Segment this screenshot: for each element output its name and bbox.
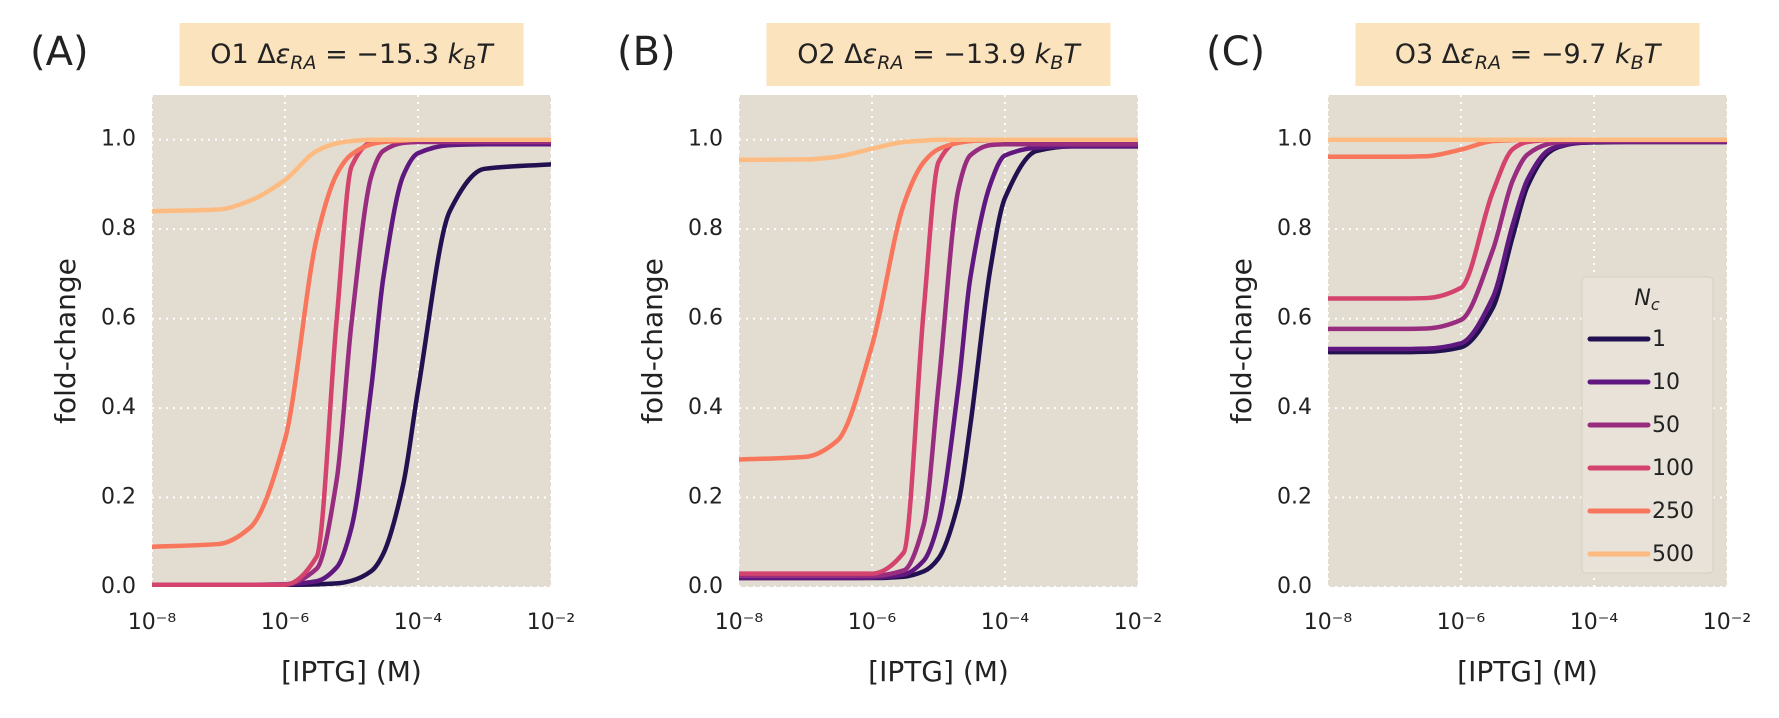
title-part: B	[1631, 52, 1644, 74]
x-tick-label: 10⁻⁴	[394, 610, 443, 635]
plot-area	[739, 95, 1138, 587]
y-tick-label: 0.2	[101, 485, 136, 510]
legend-label: 10	[1652, 370, 1680, 395]
y-tick-label: 0.2	[1277, 485, 1312, 510]
y-axis-label: fold-change	[49, 258, 82, 424]
title-part: ε	[863, 39, 878, 70]
y-axis-label: fold-change	[636, 258, 669, 424]
x-tick-label: 10⁻⁴	[981, 610, 1030, 635]
title-part: O3 Δ	[1395, 39, 1461, 70]
legend-label: 100	[1652, 456, 1694, 481]
title-part: ε	[1460, 39, 1475, 70]
x-axis-label: [IPTG] (M)	[281, 655, 422, 688]
title-part: = −15.3	[316, 39, 447, 70]
lines	[739, 137, 1138, 581]
lines	[1328, 137, 1727, 355]
legend-label: 1	[1652, 327, 1666, 352]
x-axis-label: [IPTG] (M)	[868, 655, 1009, 688]
x-tick-label: 10⁻²	[1703, 610, 1751, 635]
y-tick-label: 1.0	[688, 127, 723, 152]
legend-title-part: c	[1651, 295, 1660, 314]
title-part: RA	[290, 52, 316, 74]
panel-label: (C)	[1206, 29, 1265, 75]
x-tick-label: 10⁻⁶	[1437, 610, 1486, 635]
title-part: RA	[1475, 52, 1501, 74]
y-tick-label: 0.0	[1277, 574, 1312, 599]
title-part: T	[1063, 39, 1082, 70]
lines	[152, 137, 551, 588]
y-tick-label: 0.6	[1277, 306, 1312, 331]
panel-label: (B)	[617, 29, 676, 75]
chart-title: O1 ΔεRA = −15.3 kBT	[210, 39, 495, 74]
y-tick-label: 1.0	[101, 127, 136, 152]
legend-label: 250	[1652, 499, 1694, 524]
y-tick-label: 0.4	[688, 395, 723, 420]
chart-title: O2 ΔεRA = −13.9 kBT	[797, 39, 1082, 74]
title-box	[179, 23, 524, 86]
legend-label: 500	[1652, 542, 1694, 567]
title-part: O2 Δ	[797, 39, 863, 70]
x-tick-label: 10⁻⁸	[128, 610, 177, 635]
title-part: = −13.9	[903, 39, 1034, 70]
title-part: k	[1035, 39, 1052, 70]
x-tick-label: 10⁻⁶	[261, 610, 310, 635]
title-box	[766, 23, 1111, 86]
title-part: T	[1644, 39, 1663, 70]
y-tick-label: 0.4	[1277, 395, 1312, 420]
y-tick-label: 0.8	[688, 216, 723, 241]
legend-label: 50	[1652, 413, 1680, 438]
x-tick-label: 10⁻²	[1114, 610, 1162, 635]
title-part: k	[448, 39, 465, 70]
x-tick-label: 10⁻⁶	[848, 610, 897, 635]
title-part: k	[1615, 39, 1632, 70]
y-tick-label: 1.0	[1277, 127, 1312, 152]
y-tick-label: 0.8	[101, 216, 136, 241]
panel: 0.0 0.2 0.4 0.6 0.8 1.0 10⁻⁸ 10⁻⁶ 10⁻⁴ 10⁻² [IPTG]…	[1206, 23, 1751, 688]
title-box	[1355, 23, 1700, 86]
chart-title: O3 ΔεRA = −9.7 kBT	[1395, 39, 1663, 74]
title-part: B	[463, 52, 476, 74]
panel: 0.0 0.2 0.4 0.6 0.8 1.0 10⁻⁸ 10⁻⁶ 10⁻⁴ 10⁻² [IPTG]…	[617, 23, 1162, 688]
x-axis-label: [IPTG] (M)	[1457, 655, 1598, 688]
panel-label: (A)	[30, 29, 89, 75]
legend-title-part: N	[1634, 286, 1650, 311]
legend-title: Nc	[1634, 286, 1659, 314]
y-tick-label: 0.0	[101, 574, 136, 599]
y-tick-label: 0.2	[688, 485, 723, 510]
x-tick-label: 10⁻⁸	[715, 610, 764, 635]
y-tick-label: 0.6	[101, 306, 136, 331]
title-part: ε	[276, 39, 291, 70]
title-part: O1 Δ	[210, 39, 276, 70]
x-tick-label: 10⁻⁸	[1304, 610, 1353, 635]
y-tick-label: 0.4	[101, 395, 136, 420]
line	[739, 137, 1138, 163]
x-tick-label: 10⁻²	[527, 610, 575, 635]
y-tick-label: 0.6	[688, 306, 723, 331]
y-axis-label: fold-change	[1225, 258, 1258, 424]
y-tick-label: 0.0	[688, 574, 723, 599]
title-part: = −9.7	[1501, 39, 1615, 70]
title-part: B	[1050, 52, 1063, 74]
title-part: RA	[877, 52, 903, 74]
title-part: T	[476, 39, 495, 70]
panel: 0.0 0.2 0.4 0.6 0.8 1.0 10⁻⁸ 10⁻⁶ 10⁻⁴ 10⁻² [IPTG]…	[30, 23, 575, 688]
y-tick-label: 0.8	[1277, 216, 1312, 241]
line	[152, 137, 551, 214]
x-tick-label: 10⁻⁴	[1570, 610, 1619, 635]
